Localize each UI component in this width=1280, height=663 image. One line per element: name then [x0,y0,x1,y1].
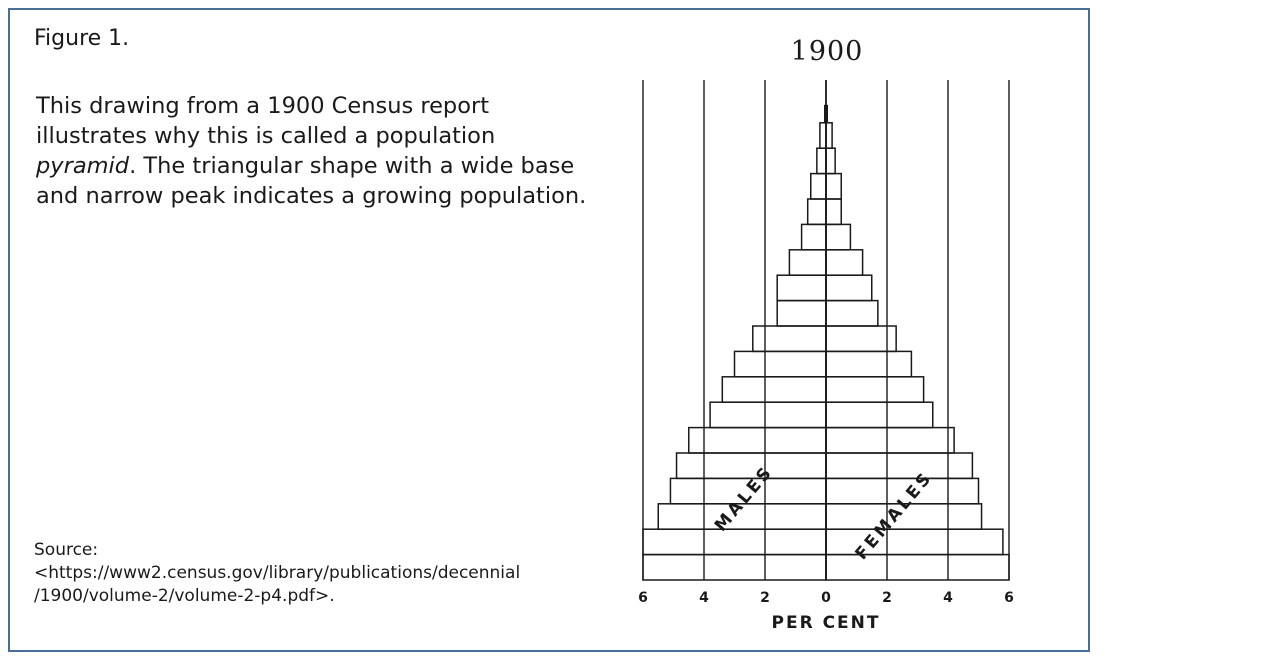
bar-males-12 [788,249,827,276]
bar-males-6 [709,401,827,429]
bar-males-7 [721,376,827,403]
bar-males-16 [816,147,827,175]
bar-females-15 [825,172,842,200]
bar-females-0 [825,553,1010,581]
bar-females-6 [825,401,934,429]
bar-females-17 [825,122,833,149]
bar-males-10 [776,299,827,327]
bar-females-14 [825,198,842,226]
source-citation: Source: <https://www2.census.gov/library… [34,539,624,608]
bar-males-17 [819,122,827,149]
bar-females-13 [825,223,852,251]
x-axis-label: PER CENT [772,613,881,633]
bar-males-9 [752,325,827,353]
caption-emphasis: pyramid [36,153,130,179]
bar-females-11 [825,274,873,302]
bar-females-12 [825,249,864,276]
bar-females-5 [825,426,955,454]
figure-frame [8,8,1090,652]
caption-text-end: . The triangular shape with a wide base … [36,153,587,209]
x-axis-ticks: 6 4 2 0 2 4 6 [638,590,1014,606]
bars [642,104,1010,581]
bar-females-8 [825,350,913,378]
caption-text: This drawing from a 1900 Census report i… [36,93,496,149]
bar-males-1 [642,528,827,556]
tick-label-3: 0 [821,590,831,606]
figure-caption: This drawing from a 1900 Census report i… [36,91,596,211]
tick-label-2: 2 [760,590,770,606]
bar-males-8 [733,350,827,378]
tick-label-4: 2 [882,590,892,606]
bar-females-10 [825,299,879,327]
tick-label-5: 4 [943,590,953,606]
bar-females-7 [825,376,925,403]
chart-title: 1900 [791,36,864,67]
bar-males-13 [800,223,827,251]
source-label: Source: [34,540,99,560]
bar-males-15 [810,172,827,200]
bar-females-16 [825,147,836,175]
tick-label-0: 6 [638,590,648,606]
bar-females-9 [825,325,897,353]
pyramid-peak [824,104,828,123]
bar-males-14 [806,198,827,226]
bar-males-5 [688,426,827,454]
tick-label-6: 6 [1004,590,1014,606]
bar-males-0 [642,553,827,581]
figure-label: Figure 1. [34,26,130,51]
source-url-line2: /1900/volume-2/volume-2-p4.pdf>. [34,586,335,606]
source-url-line1: <https://www2.census.gov/library/publica… [34,563,521,583]
bar-females-4 [825,452,974,480]
bar-males-11 [776,274,827,302]
tick-label-1: 4 [699,590,709,606]
